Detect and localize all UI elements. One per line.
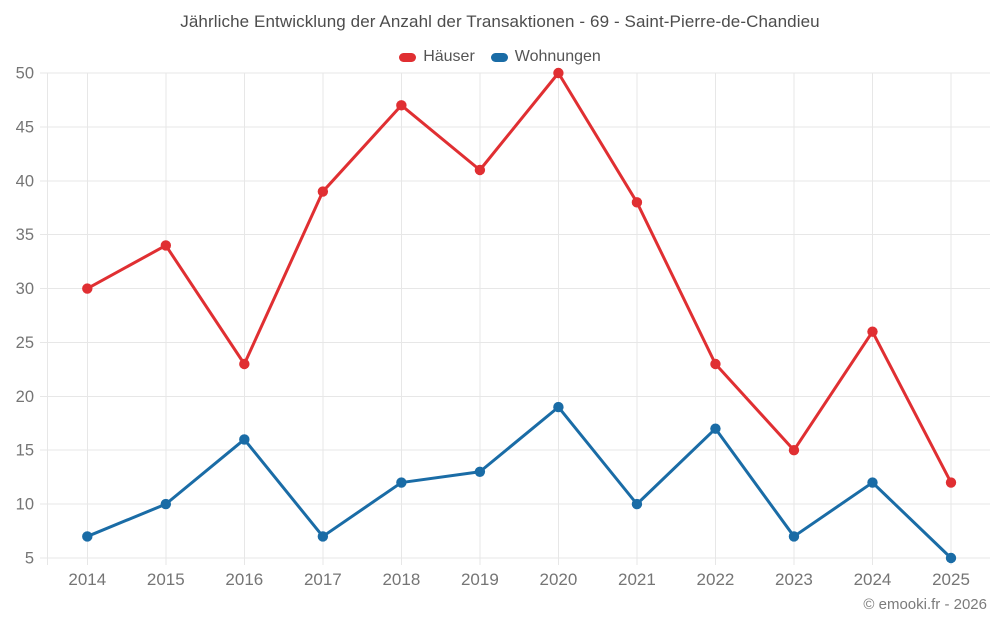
- x-tick-label: 2020: [539, 570, 577, 589]
- data-point-h-user-2023[interactable]: [788, 445, 800, 456]
- x-tick-label: 2015: [147, 570, 185, 589]
- legend-label-wohnungen: Wohnungen: [514, 48, 601, 65]
- data-point-h-user-2015[interactable]: [160, 240, 172, 251]
- data-point-h-user-2019[interactable]: [474, 164, 486, 176]
- x-tick-label: 2018: [382, 570, 420, 589]
- data-point-h-user-2018[interactable]: [396, 100, 407, 111]
- x-tick-label: 2016: [225, 570, 263, 589]
- data-point-wohnungen-2023[interactable]: [788, 531, 800, 542]
- x-tick-label: 2025: [932, 570, 970, 589]
- data-point-h-user-2025[interactable]: [945, 477, 957, 488]
- y-tick-label: 20: [16, 388, 34, 406]
- x-tick-label: 2024: [854, 570, 892, 589]
- legend-item-wohnungen[interactable]: Wohnungen: [490, 48, 601, 66]
- y-tick-label: 10: [16, 496, 34, 514]
- x-tick-label: 2017: [304, 570, 342, 589]
- copyright: © emooki.fr - 2026: [863, 596, 987, 613]
- data-point-h-user-2020[interactable]: [553, 67, 564, 79]
- y-tick-label: 45: [16, 118, 34, 136]
- data-point-wohnungen-2018[interactable]: [396, 477, 407, 488]
- data-point-wohnungen-2015[interactable]: [160, 498, 172, 510]
- legend-swatch-wohnungen: [490, 52, 508, 62]
- data-point-h-user-2024[interactable]: [867, 326, 878, 337]
- y-tick-label: 5: [25, 550, 34, 568]
- y-tick-label: 15: [16, 442, 34, 460]
- x-tick-label: 2021: [618, 570, 656, 589]
- data-point-h-user-2021[interactable]: [631, 197, 643, 208]
- y-tick-label: 40: [16, 172, 34, 190]
- series-line-h-user: [85, 71, 953, 485]
- legend-item-hauser[interactable]: Häuser: [399, 48, 475, 66]
- x-tick-label: 2014: [68, 570, 106, 589]
- data-point-wohnungen-2014[interactable]: [82, 531, 93, 542]
- y-tick-label: 25: [16, 334, 34, 352]
- x-tick-label: 2019: [461, 570, 499, 589]
- data-point-wohnungen-2021[interactable]: [631, 498, 643, 510]
- data-point-wohnungen-2022[interactable]: [710, 423, 721, 434]
- data-point-wohnungen-2017[interactable]: [317, 531, 329, 542]
- data-point-wohnungen-2025[interactable]: [945, 552, 957, 564]
- data-point-h-user-2016[interactable]: [239, 358, 250, 370]
- series-line-wohnungen: [85, 405, 953, 560]
- legend-swatch-hauser: [399, 52, 417, 62]
- x-tick-label: 2023: [775, 570, 813, 589]
- legend: Häuser Wohnungen: [0, 46, 1000, 68]
- legend-label-hauser: Häuser: [423, 48, 475, 65]
- data-point-h-user-2014[interactable]: [82, 283, 93, 294]
- y-tick-label: 50: [16, 65, 34, 83]
- data-point-wohnungen-2020[interactable]: [553, 401, 564, 413]
- data-point-h-user-2017[interactable]: [317, 186, 329, 197]
- data-point-wohnungen-2016[interactable]: [239, 434, 250, 445]
- y-tick-label: 30: [16, 280, 34, 298]
- data-point-wohnungen-2019[interactable]: [474, 466, 486, 477]
- data-point-wohnungen-2024[interactable]: [867, 477, 878, 488]
- x-tick-label: 2022: [697, 570, 735, 589]
- data-point-h-user-2022[interactable]: [710, 358, 721, 370]
- y-tick-label: 35: [16, 226, 34, 244]
- chart-title: Jährliche Entwicklung der Anzahl der Tra…: [180, 12, 820, 31]
